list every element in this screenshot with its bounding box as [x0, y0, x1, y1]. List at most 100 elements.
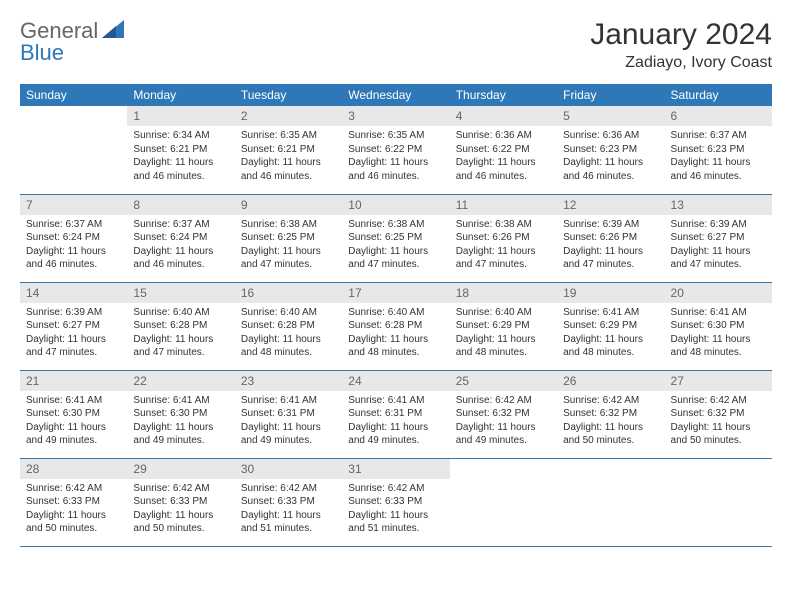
sunrise-text: Sunrise: 6:42 AM	[348, 482, 443, 496]
sunrise-text: Sunrise: 6:41 AM	[671, 306, 766, 320]
calendar-week-row: ..1Sunrise: 6:34 AMSunset: 6:21 PMDaylig…	[20, 106, 772, 194]
calendar-day-cell: 19Sunrise: 6:41 AMSunset: 6:29 PMDayligh…	[557, 282, 664, 370]
calendar-week-row: 7Sunrise: 6:37 AMSunset: 6:24 PMDaylight…	[20, 194, 772, 282]
sunset-text: Sunset: 6:30 PM	[671, 319, 766, 333]
sunrise-text: Sunrise: 6:42 AM	[241, 482, 336, 496]
day-body: Sunrise: 6:38 AMSunset: 6:26 PMDaylight:…	[450, 215, 557, 278]
day-number: 23	[235, 371, 342, 391]
calendar-week-row: 28Sunrise: 6:42 AMSunset: 6:33 PMDayligh…	[20, 458, 772, 546]
sunset-text: Sunset: 6:33 PM	[26, 495, 121, 509]
day-body: Sunrise: 6:38 AMSunset: 6:25 PMDaylight:…	[342, 215, 449, 278]
sunrise-text: Sunrise: 6:39 AM	[26, 306, 121, 320]
daylight-text: Daylight: 11 hours and 47 minutes.	[348, 245, 443, 272]
sunrise-text: Sunrise: 6:36 AM	[456, 129, 551, 143]
daylight-text: Daylight: 11 hours and 51 minutes.	[348, 509, 443, 536]
day-body: Sunrise: 6:39 AMSunset: 6:26 PMDaylight:…	[557, 215, 664, 278]
daylight-text: Daylight: 11 hours and 48 minutes.	[456, 333, 551, 360]
sunrise-text: Sunrise: 6:42 AM	[26, 482, 121, 496]
sunrise-text: Sunrise: 6:34 AM	[133, 129, 228, 143]
calendar-day-cell: 22Sunrise: 6:41 AMSunset: 6:30 PMDayligh…	[127, 370, 234, 458]
sunset-text: Sunset: 6:25 PM	[348, 231, 443, 245]
day-number: 5	[557, 106, 664, 126]
day-number: 13	[665, 195, 772, 215]
sunrise-text: Sunrise: 6:40 AM	[348, 306, 443, 320]
day-number: 6	[665, 106, 772, 126]
weekday-header: Thursday	[450, 84, 557, 106]
calendar-day-cell: 30Sunrise: 6:42 AMSunset: 6:33 PMDayligh…	[235, 458, 342, 546]
daylight-text: Daylight: 11 hours and 50 minutes.	[133, 509, 228, 536]
day-body: Sunrise: 6:42 AMSunset: 6:33 PMDaylight:…	[127, 479, 234, 542]
sunset-text: Sunset: 6:22 PM	[456, 143, 551, 157]
daylight-text: Daylight: 11 hours and 48 minutes.	[348, 333, 443, 360]
calendar-day-cell: 6Sunrise: 6:37 AMSunset: 6:23 PMDaylight…	[665, 106, 772, 194]
calendar-week-row: 14Sunrise: 6:39 AMSunset: 6:27 PMDayligh…	[20, 282, 772, 370]
calendar-day-cell: 28Sunrise: 6:42 AMSunset: 6:33 PMDayligh…	[20, 458, 127, 546]
day-number: 10	[342, 195, 449, 215]
daylight-text: Daylight: 11 hours and 48 minutes.	[563, 333, 658, 360]
day-body: Sunrise: 6:42 AMSunset: 6:32 PMDaylight:…	[450, 391, 557, 454]
sunset-text: Sunset: 6:31 PM	[348, 407, 443, 421]
day-body: Sunrise: 6:40 AMSunset: 6:29 PMDaylight:…	[450, 303, 557, 366]
day-body: Sunrise: 6:42 AMSunset: 6:32 PMDaylight:…	[665, 391, 772, 454]
day-number: 3	[342, 106, 449, 126]
day-number: 4	[450, 106, 557, 126]
daylight-text: Daylight: 11 hours and 49 minutes.	[348, 421, 443, 448]
calendar-day-cell: ..	[20, 106, 127, 194]
sunset-text: Sunset: 6:26 PM	[563, 231, 658, 245]
day-number: 15	[127, 283, 234, 303]
day-body: Sunrise: 6:35 AMSunset: 6:22 PMDaylight:…	[342, 126, 449, 189]
calendar-day-cell: 3Sunrise: 6:35 AMSunset: 6:22 PMDaylight…	[342, 106, 449, 194]
daylight-text: Daylight: 11 hours and 46 minutes.	[563, 156, 658, 183]
day-body: Sunrise: 6:41 AMSunset: 6:30 PMDaylight:…	[127, 391, 234, 454]
day-number: 11	[450, 195, 557, 215]
sunrise-text: Sunrise: 6:42 AM	[133, 482, 228, 496]
calendar-day-cell: 8Sunrise: 6:37 AMSunset: 6:24 PMDaylight…	[127, 194, 234, 282]
daylight-text: Daylight: 11 hours and 49 minutes.	[133, 421, 228, 448]
weekday-header: Wednesday	[342, 84, 449, 106]
calendar-head: SundayMondayTuesdayWednesdayThursdayFrid…	[20, 84, 772, 106]
calendar-day-cell: 10Sunrise: 6:38 AMSunset: 6:25 PMDayligh…	[342, 194, 449, 282]
sunrise-text: Sunrise: 6:35 AM	[241, 129, 336, 143]
weekday-header: Sunday	[20, 84, 127, 106]
day-body: Sunrise: 6:37 AMSunset: 6:23 PMDaylight:…	[665, 126, 772, 189]
sunrise-text: Sunrise: 6:41 AM	[26, 394, 121, 408]
day-number: 25	[450, 371, 557, 391]
day-number: 27	[665, 371, 772, 391]
sunrise-text: Sunrise: 6:41 AM	[133, 394, 228, 408]
daylight-text: Daylight: 11 hours and 47 minutes.	[241, 245, 336, 272]
calendar-day-cell: 23Sunrise: 6:41 AMSunset: 6:31 PMDayligh…	[235, 370, 342, 458]
sunset-text: Sunset: 6:27 PM	[26, 319, 121, 333]
sunset-text: Sunset: 6:28 PM	[348, 319, 443, 333]
calendar-day-cell: 4Sunrise: 6:36 AMSunset: 6:22 PMDaylight…	[450, 106, 557, 194]
day-body: Sunrise: 6:40 AMSunset: 6:28 PMDaylight:…	[127, 303, 234, 366]
sunrise-text: Sunrise: 6:38 AM	[456, 218, 551, 232]
calendar-week-row: 21Sunrise: 6:41 AMSunset: 6:30 PMDayligh…	[20, 370, 772, 458]
sunset-text: Sunset: 6:23 PM	[563, 143, 658, 157]
sunrise-text: Sunrise: 6:42 AM	[563, 394, 658, 408]
daylight-text: Daylight: 11 hours and 46 minutes.	[671, 156, 766, 183]
calendar-day-cell: 18Sunrise: 6:40 AMSunset: 6:29 PMDayligh…	[450, 282, 557, 370]
sunset-text: Sunset: 6:32 PM	[563, 407, 658, 421]
header: General January 2024 Zadiayo, Ivory Coas…	[20, 18, 772, 72]
sunrise-text: Sunrise: 6:40 AM	[241, 306, 336, 320]
day-body: Sunrise: 6:40 AMSunset: 6:28 PMDaylight:…	[235, 303, 342, 366]
calendar-day-cell: 21Sunrise: 6:41 AMSunset: 6:30 PMDayligh…	[20, 370, 127, 458]
calendar-day-cell: 13Sunrise: 6:39 AMSunset: 6:27 PMDayligh…	[665, 194, 772, 282]
calendar: SundayMondayTuesdayWednesdayThursdayFrid…	[20, 84, 772, 547]
day-body: Sunrise: 6:42 AMSunset: 6:32 PMDaylight:…	[557, 391, 664, 454]
calendar-day-cell: 20Sunrise: 6:41 AMSunset: 6:30 PMDayligh…	[665, 282, 772, 370]
calendar-day-cell: 7Sunrise: 6:37 AMSunset: 6:24 PMDaylight…	[20, 194, 127, 282]
day-body: Sunrise: 6:37 AMSunset: 6:24 PMDaylight:…	[127, 215, 234, 278]
sunset-text: Sunset: 6:21 PM	[241, 143, 336, 157]
daylight-text: Daylight: 11 hours and 46 minutes.	[133, 156, 228, 183]
sunset-text: Sunset: 6:30 PM	[26, 407, 121, 421]
sunset-text: Sunset: 6:27 PM	[671, 231, 766, 245]
sunset-text: Sunset: 6:33 PM	[241, 495, 336, 509]
day-body: Sunrise: 6:36 AMSunset: 6:23 PMDaylight:…	[557, 126, 664, 189]
location: Zadiayo, Ivory Coast	[590, 54, 772, 72]
sunset-text: Sunset: 6:22 PM	[348, 143, 443, 157]
calendar-day-cell: 29Sunrise: 6:42 AMSunset: 6:33 PMDayligh…	[127, 458, 234, 546]
sunrise-text: Sunrise: 6:39 AM	[563, 218, 658, 232]
sunset-text: Sunset: 6:31 PM	[241, 407, 336, 421]
day-number: 2	[235, 106, 342, 126]
